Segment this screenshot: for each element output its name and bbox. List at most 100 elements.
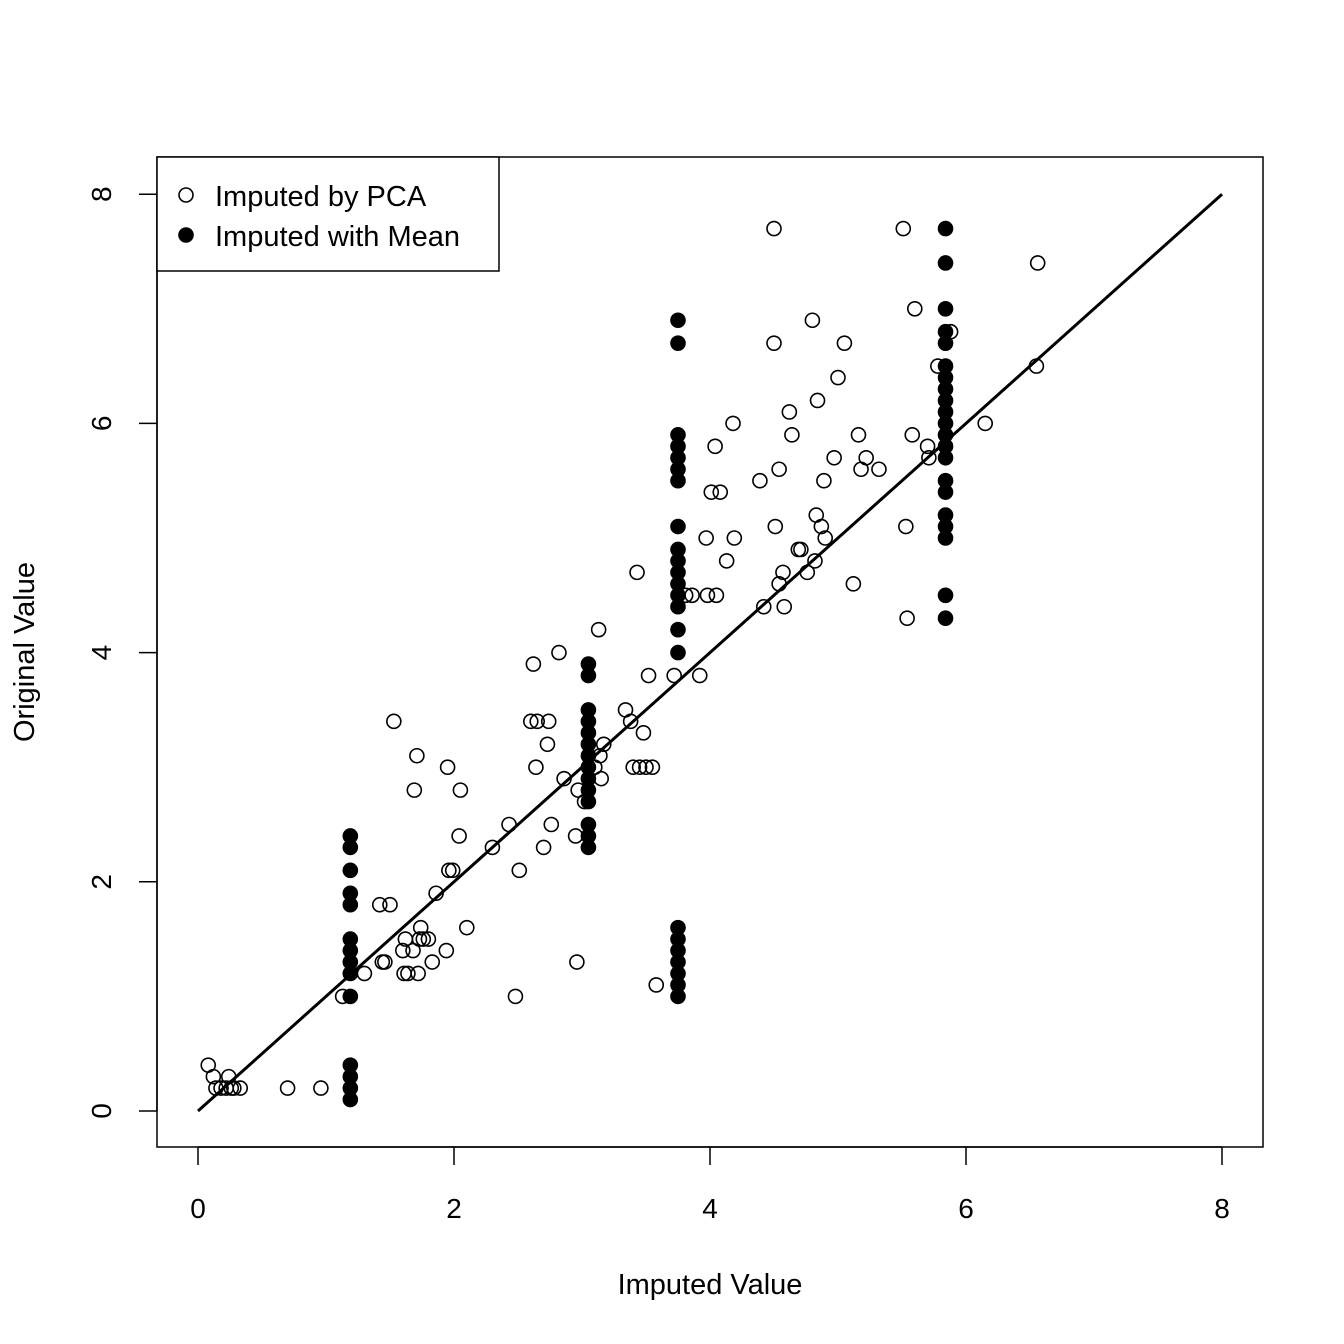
pca-point: [313, 1080, 329, 1096]
mean-point: [342, 828, 359, 844]
pca-point: [382, 896, 398, 913]
mean-point: [580, 816, 597, 833]
pca-point: [411, 931, 428, 947]
pca-point: [776, 598, 793, 615]
pca-point: [766, 220, 782, 237]
pca-point: [543, 816, 560, 833]
y-axis-title: Original Value: [9, 562, 41, 742]
pca-point: [540, 713, 557, 730]
pca-point: [644, 759, 661, 776]
mean-point: [342, 885, 359, 902]
pca-point: [699, 587, 716, 604]
mean-point: [670, 644, 686, 661]
pca-point: [428, 885, 444, 902]
pca-point: [830, 369, 846, 386]
pca-point: [595, 736, 612, 753]
pca-point: [590, 621, 607, 638]
mean-point: [670, 312, 686, 329]
mean-point: [580, 702, 597, 718]
pca-point: [501, 816, 517, 833]
pca-point: [640, 667, 657, 684]
pca-point: [528, 759, 544, 776]
pca-point: [666, 667, 682, 684]
mean-point: [342, 862, 359, 879]
pca-point: [529, 713, 546, 730]
pca-point: [712, 484, 729, 500]
pca-point: [539, 736, 556, 753]
pca-point: [752, 472, 768, 489]
pca-point: [208, 1080, 224, 1096]
data-points: [200, 220, 1046, 1108]
pca-point: [405, 942, 421, 959]
mean-point: [670, 541, 686, 558]
mean-point: [670, 518, 686, 535]
mean-point: [937, 472, 954, 489]
mean-point: [937, 358, 954, 374]
pca-point: [771, 576, 787, 592]
pca-point: [511, 862, 528, 879]
y-tick-label: 4: [86, 645, 117, 661]
mean-point: [342, 1057, 359, 1073]
pca-point: [845, 576, 862, 592]
pca-point: [1028, 358, 1045, 374]
pca-point: [409, 747, 425, 764]
pca-point: [410, 965, 426, 982]
pca-point: [755, 598, 772, 615]
mean-point: [937, 220, 954, 237]
pca-point: [698, 530, 714, 546]
pca-point: [899, 610, 915, 627]
pca-point: [809, 392, 826, 409]
y-tick-label: 2: [86, 874, 117, 890]
pca-point: [279, 1080, 296, 1096]
mean-point: [937, 300, 954, 317]
pca-point: [567, 828, 584, 844]
pca-point: [767, 518, 784, 535]
pca-point: [394, 942, 411, 959]
y-tick-label: 8: [86, 186, 117, 202]
pca-point: [784, 427, 800, 443]
pca-point: [556, 770, 572, 787]
pca-point: [507, 988, 524, 1005]
x-tick-label: 0: [190, 1193, 206, 1224]
y-tick-label: 0: [86, 1103, 117, 1119]
pca-point: [826, 449, 842, 466]
mean-point: [342, 988, 359, 1005]
mean-point: [670, 335, 686, 351]
mean-point: [937, 587, 954, 604]
legend: Imputed by PCA Imputed with Mean: [156, 156, 500, 272]
pca-point: [631, 759, 648, 776]
mean-point: [937, 255, 954, 271]
pca-point: [708, 587, 725, 604]
pca-point: [726, 530, 743, 546]
mean-point: [580, 656, 597, 672]
pca-point: [441, 862, 457, 879]
pca-point: [836, 335, 853, 351]
pca-point: [1029, 255, 1046, 271]
pca-point: [904, 427, 921, 443]
pca-point: [226, 1080, 242, 1096]
pca-point: [522, 713, 539, 730]
pca-point: [921, 449, 937, 466]
pca-point: [850, 427, 867, 443]
pca-point: [452, 782, 469, 798]
pca-point: [232, 1080, 249, 1096]
pca-point: [213, 1080, 229, 1096]
pca-point: [525, 656, 542, 672]
pca-point: [718, 553, 735, 569]
pca-point: [622, 713, 639, 730]
pca-point: [569, 954, 585, 970]
pca-point: [858, 449, 874, 466]
mean-point: [937, 507, 954, 523]
pca-point: [725, 415, 741, 432]
mean-point: [937, 323, 954, 340]
pca-point: [439, 759, 456, 776]
legend-box: [156, 156, 500, 272]
pca-point: [703, 484, 720, 500]
legend-label-mean: Imputed with Mean: [215, 221, 460, 253]
pca-point: [420, 931, 437, 947]
pca-point: [629, 564, 645, 581]
pca-point: [412, 919, 429, 936]
pca-point: [906, 300, 923, 317]
pca-point: [356, 965, 373, 982]
